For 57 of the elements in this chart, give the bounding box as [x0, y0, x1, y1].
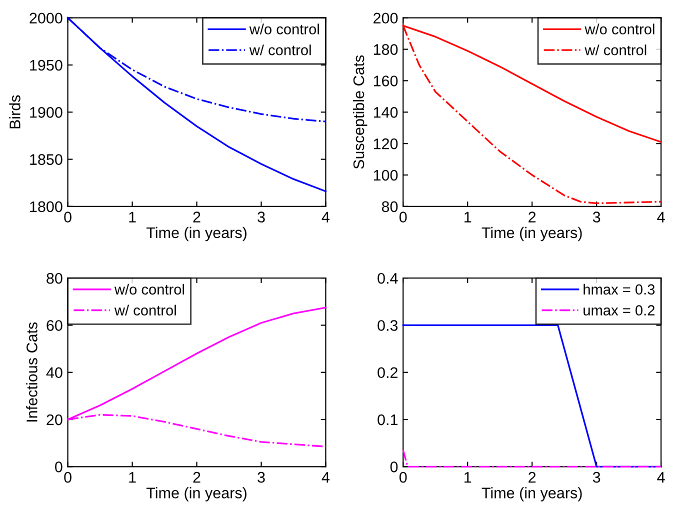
- legend-label: hmax = 0.3: [584, 284, 655, 295]
- x-axis-title: Time (in years): [146, 226, 246, 242]
- x-tick-label: 4: [322, 212, 330, 222]
- x-tick-label: 0: [399, 212, 407, 223]
- y-tick-label: 80: [382, 201, 398, 212]
- x-tick-label: 4: [657, 212, 665, 222]
- x-axis-title: Time (in years): [482, 487, 582, 502]
- legend-label: w/ control: [249, 44, 311, 56]
- x-tick-label: 2: [193, 472, 200, 483]
- x-tick-label: 3: [592, 212, 600, 223]
- x-tick-label: 4: [322, 472, 330, 483]
- legend-label: w/ control: [584, 44, 646, 56]
- y-tick-label: 0.3: [378, 320, 398, 331]
- x-axis-title: Time (in years): [146, 487, 246, 502]
- y-tick-label: 0.2: [378, 367, 398, 378]
- y-tick-label: 1850: [30, 154, 62, 165]
- y-axis-title: Susceptible Cats: [352, 55, 368, 169]
- x-tick-label: 0: [399, 472, 407, 483]
- y-tick-label: 160: [374, 76, 398, 86]
- x-tick-label: 1: [464, 212, 472, 222]
- y-tick-label: 1800: [30, 201, 62, 212]
- y-tick-label: 60: [46, 320, 62, 331]
- x-tick-label: 3: [258, 212, 265, 223]
- y-tick-label: 40: [46, 367, 62, 378]
- y-tick-label: 120: [374, 138, 398, 150]
- y-tick-label: 0: [55, 462, 62, 472]
- x-tick-label: 0: [64, 212, 72, 223]
- y-tick-label: 1900: [30, 107, 62, 118]
- legend-label: w/o control: [584, 24, 654, 34]
- y-tick-label: 1950: [30, 60, 62, 71]
- x-tick-label: 3: [258, 472, 265, 483]
- y-tick-label: 80: [46, 272, 62, 284]
- x-axis-title: Time (in years): [482, 226, 582, 242]
- y-tick-label: 180: [374, 44, 398, 55]
- y-tick-label: 140: [374, 107, 398, 118]
- y-axis-title: Birds: [9, 95, 20, 128]
- y-tick-label: 2000: [30, 12, 62, 24]
- y-tick-label: 200: [374, 12, 398, 24]
- y-tick-label: 0.1: [378, 414, 398, 426]
- y-tick-label: 20: [46, 414, 62, 426]
- x-tick-label: 1: [464, 472, 472, 483]
- y-tick-label: 0.4: [378, 272, 398, 284]
- x-tick-label: 4: [657, 472, 665, 483]
- legend-label: umax = 0.2: [584, 305, 654, 316]
- x-tick-label: 2: [193, 212, 200, 222]
- x-tick-label: 1: [129, 472, 136, 483]
- legend-label: w/o control: [249, 24, 319, 34]
- legend-label: w/o control: [114, 284, 184, 295]
- x-tick-label: 3: [592, 472, 600, 483]
- x-tick-label: 2: [528, 472, 536, 483]
- x-tick-label: 0: [64, 472, 72, 483]
- x-tick-label: 2: [528, 212, 536, 222]
- legend-label: w/ control: [114, 304, 176, 316]
- x-tick-label: 1: [129, 212, 136, 222]
- y-axis-title: Infectious Cats: [26, 322, 38, 422]
- y-tick-label: 0: [390, 462, 398, 472]
- y-tick-label: 100: [374, 170, 398, 181]
